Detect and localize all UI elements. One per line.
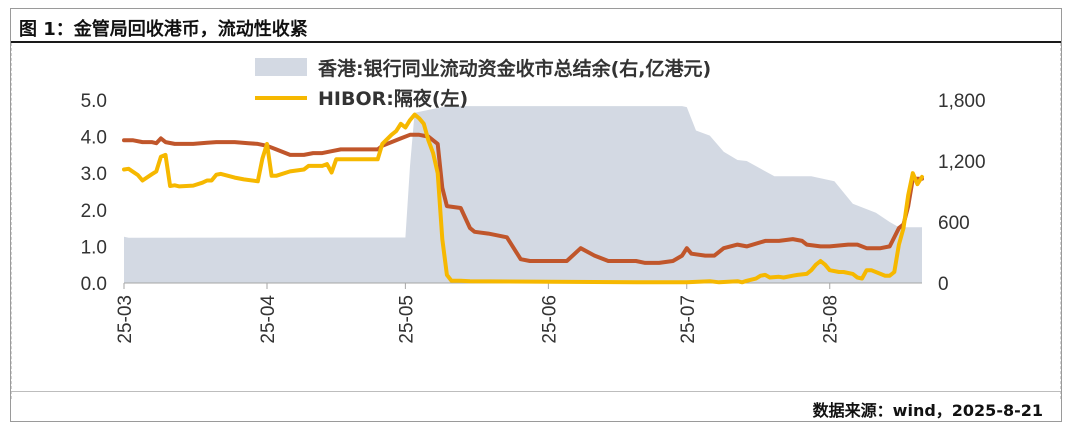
legend: 香港:银行同业流动资金收市总结余(右,亿港元) HIBOR:隔夜(左): [255, 57, 711, 110]
area-series-layer: [124, 106, 922, 283]
chart-title: 图 1：金管局回收港币，流动性收紧: [19, 19, 308, 40]
title-bar: 图 1：金管局回收港币，流动性收紧: [11, 9, 1061, 43]
x-tick-label: 25-04: [258, 295, 279, 344]
y-right-tick-label: 1,800: [938, 91, 986, 112]
y-left-tick-label: 4.0: [81, 128, 107, 149]
x-tick-label: 25-07: [678, 295, 699, 344]
x-tick-label: 25-05: [396, 295, 417, 344]
legend-label-area: 香港:银行同业流动资金收市总结余(右,亿港元): [317, 57, 711, 80]
y-left-tick-label: 5.0: [81, 91, 107, 112]
chart-frame: 图 1：金管局回收港币，流动性收紧 数据来源：wind，2025-8-21: [10, 8, 1062, 422]
x-tick-label: 25-06: [539, 295, 560, 344]
y-left-tick-label: 1.0: [81, 237, 107, 258]
y-left-tick-label: 0.0: [81, 274, 107, 295]
y-left-tick-label: 3.0: [81, 164, 107, 185]
line-series-layer: [122, 112, 924, 285]
source-note: 数据来源：wind，2025-8-21: [812, 401, 1043, 420]
x-tick-label: 25-08: [821, 295, 842, 344]
legend-label-hibor: HIBOR:隔夜(左): [318, 87, 468, 110]
y-right-tick-label: 1,200: [938, 152, 986, 173]
y-right-tick-label: 0: [938, 274, 949, 295]
legend-swatch-area: [255, 58, 307, 76]
footer-divider: [11, 391, 1061, 392]
x-tick-label: 25-03: [115, 295, 136, 344]
axis-layer: [123, 282, 922, 289]
area-liquidity-balance: [124, 106, 922, 283]
line-moving-average: [122, 132, 924, 265]
y-left-tick-label: 2.0: [81, 201, 107, 222]
tick-labels: 25-03 25-04 25-05 25-06 25-07 25-08 5.0 4.0 3.0 2…: [81, 91, 986, 344]
y-right-tick-label: 600: [938, 213, 970, 234]
line-hibor-overnight: [122, 112, 924, 285]
plot-frame: [11, 43, 1061, 399]
